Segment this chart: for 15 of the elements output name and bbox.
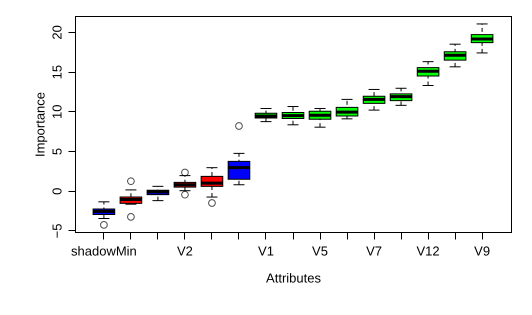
y-tick-label: −5: [50, 224, 64, 238]
x-tick-label: shadowMin: [71, 244, 137, 258]
x-tick-label: V12: [416, 244, 440, 258]
x-tick-label: V9: [474, 244, 490, 258]
x-tick-label: V1: [258, 244, 274, 258]
y-tick-label: 10: [50, 104, 64, 120]
y-axis-title: Importance: [32, 92, 48, 158]
x-axis-title: Attributes: [266, 270, 322, 286]
y-tick-label: 15: [50, 64, 64, 80]
x-tick-label: V7: [366, 244, 382, 258]
y-tick-label: 20: [50, 25, 64, 40]
x-tick-label: V2: [176, 244, 193, 258]
y-tick-label: 0: [50, 188, 64, 195]
x-tick-label: V5: [312, 244, 328, 258]
y-tick-label: 5: [50, 148, 64, 156]
